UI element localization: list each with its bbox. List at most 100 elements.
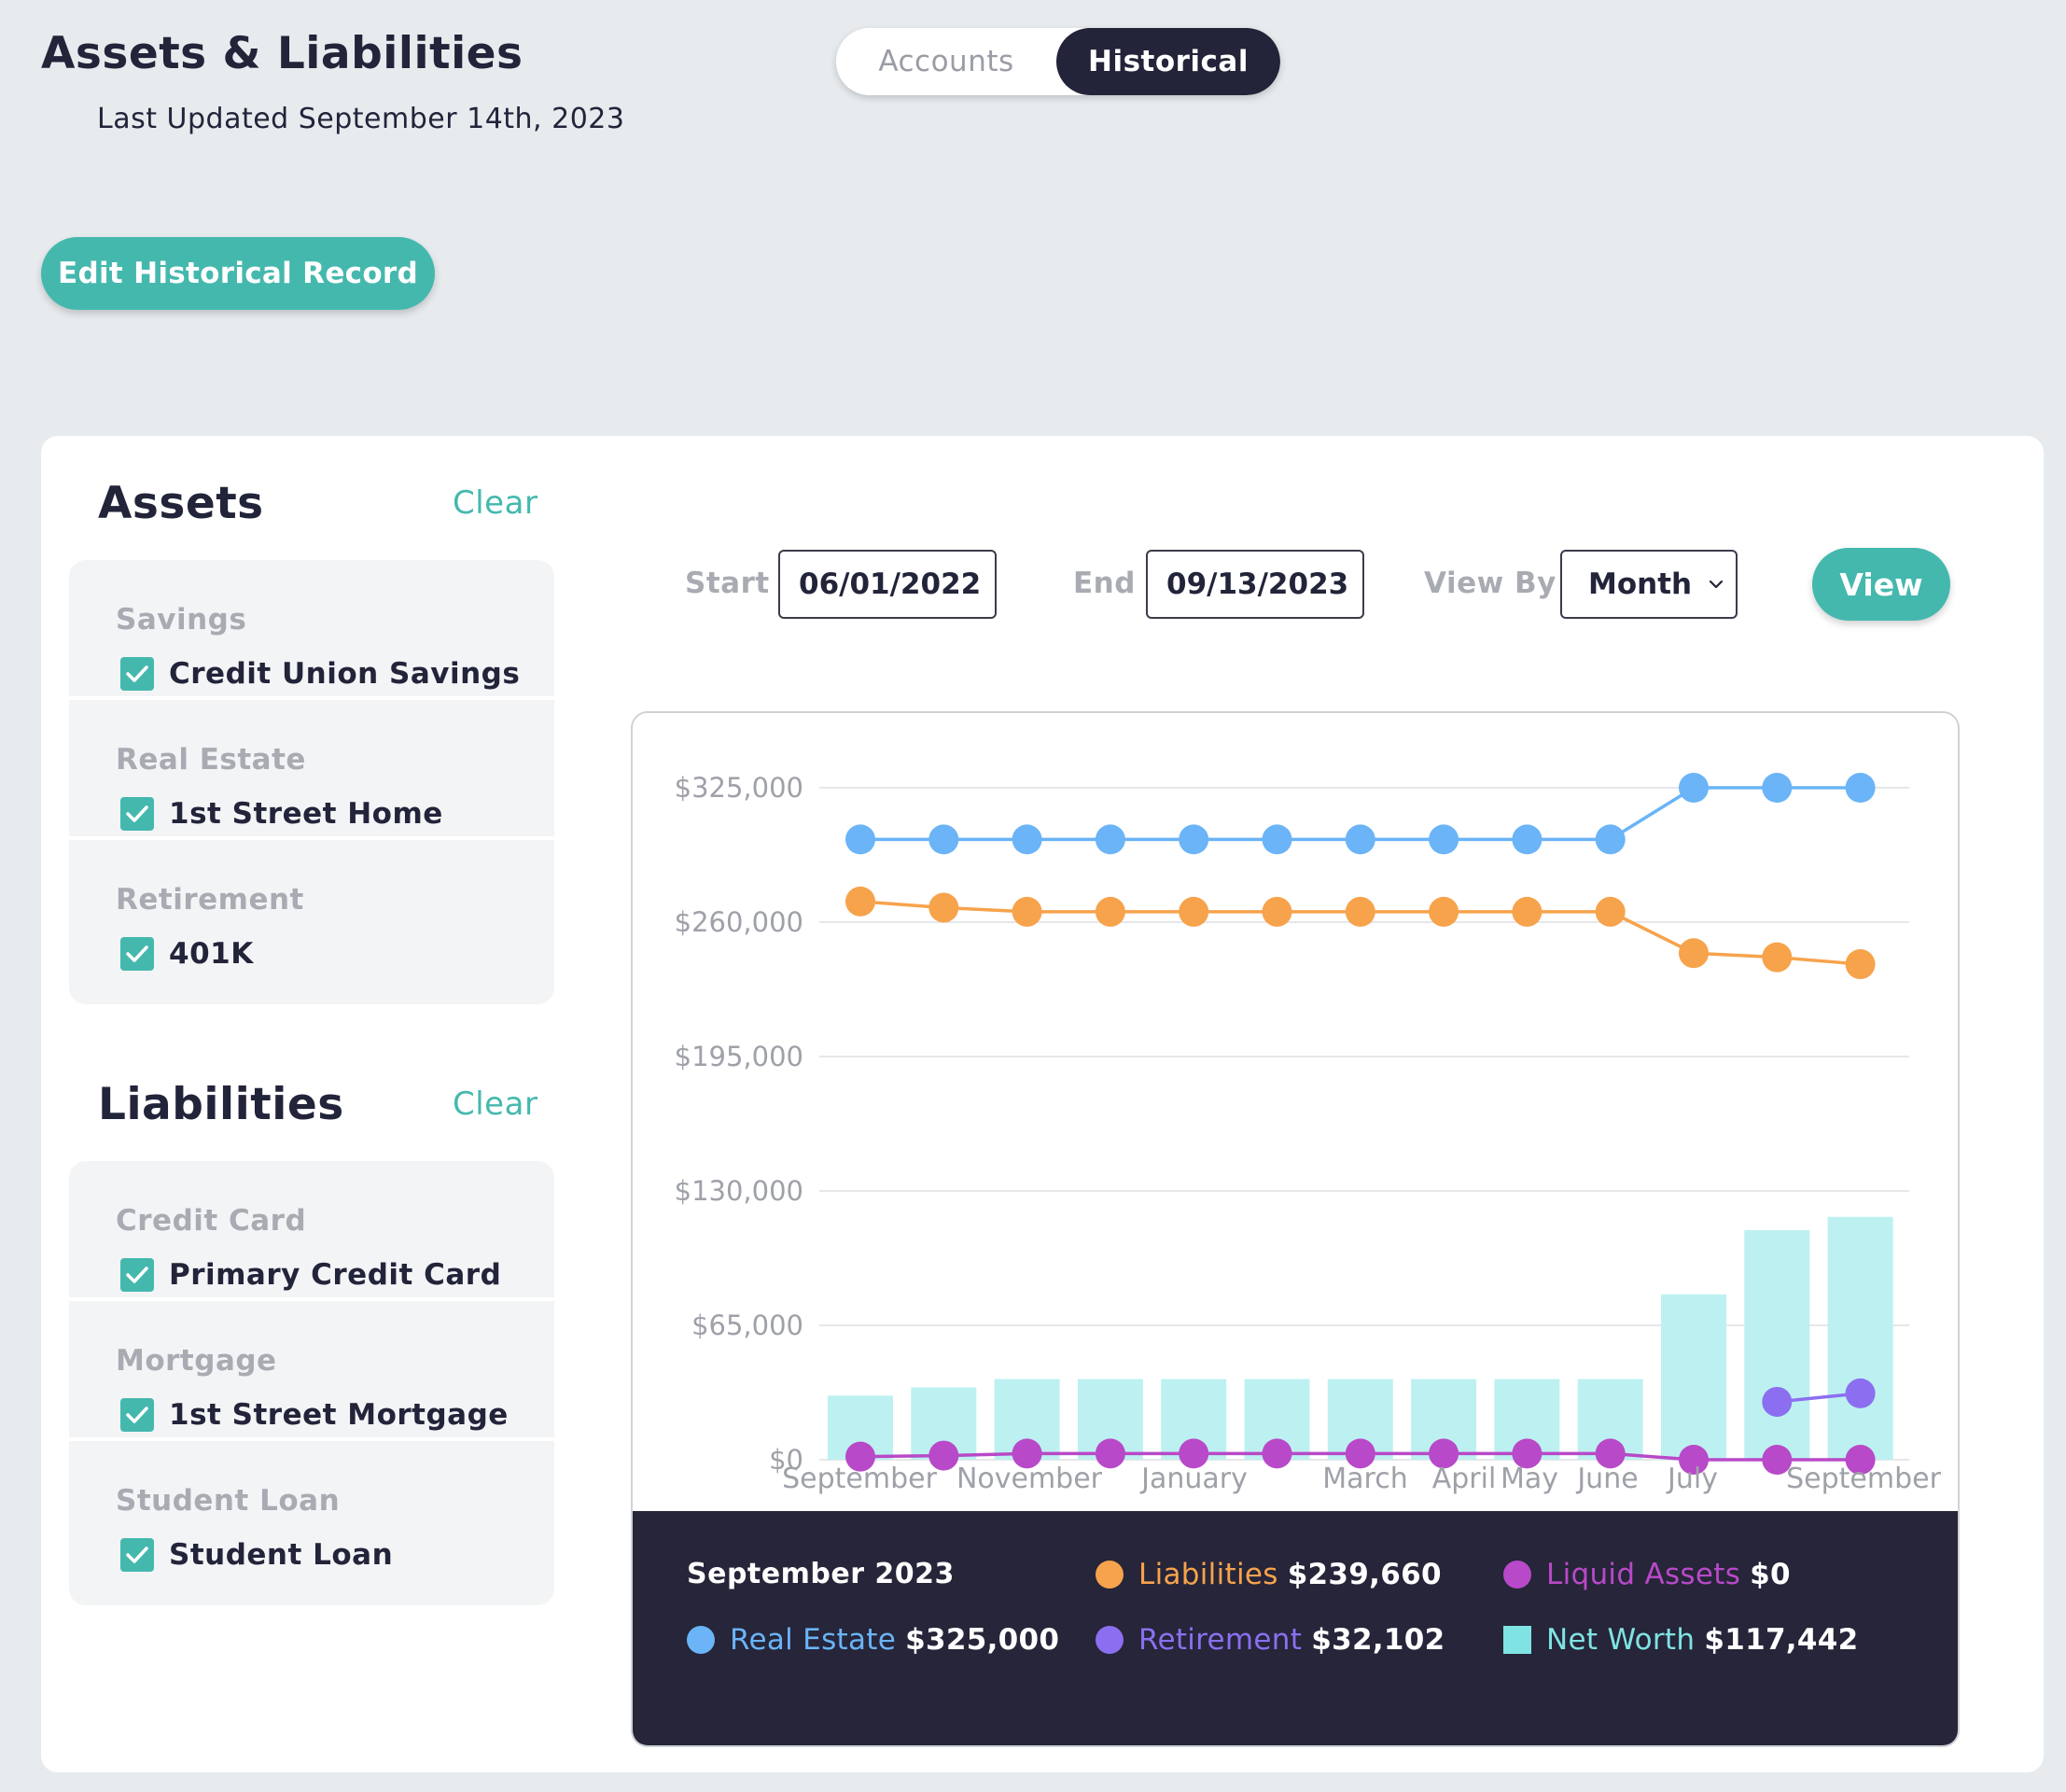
group-label: Retirement: [116, 883, 304, 917]
real-estate-point: [1762, 773, 1793, 803]
view-by-select[interactable]: Month: [1560, 550, 1738, 619]
view-button[interactable]: View: [1812, 548, 1950, 621]
liquid-assets-point: [1429, 1438, 1459, 1469]
retirement-dot-icon: [1096, 1626, 1124, 1654]
legend-value: $325,000: [905, 1623, 1060, 1657]
liquid-assets-point: [845, 1441, 875, 1472]
real-estate-point: [1595, 824, 1626, 855]
assets-title: Assets: [98, 478, 264, 529]
start-label: Start: [685, 567, 770, 600]
check-icon: [126, 1267, 148, 1283]
liabilities-point: [1512, 896, 1543, 927]
liabilities-title: Liabilities: [98, 1079, 344, 1130]
account-label: 1st Street Mortgage: [169, 1398, 509, 1432]
liability-group-credit-card: Credit Card Primary Credit Card: [69, 1161, 554, 1301]
liabilities-point: [928, 892, 959, 923]
liabilities-point: [1095, 896, 1125, 927]
1st-street-mortgage-checkbox[interactable]: [120, 1398, 154, 1432]
liabilities-point: [1762, 942, 1793, 973]
real-estate-point: [1679, 773, 1709, 803]
legend-label: Liabilities: [1138, 1558, 1278, 1591]
group-label: Student Loan: [116, 1484, 341, 1518]
chevron-down-icon: [1709, 580, 1724, 589]
legend-label: Retirement: [1138, 1623, 1303, 1657]
account-item: 1st Street Home: [120, 797, 443, 831]
view-toggle: Accounts Historical: [836, 28, 1280, 95]
primary-credit-card-checkbox[interactable]: [120, 1258, 154, 1292]
liabilities-group-box: Credit Card Primary Credit Card Mortgage…: [69, 1161, 554, 1605]
real-estate-point: [1179, 824, 1209, 855]
x-tick-label: January: [1139, 1463, 1248, 1495]
real-estate-point: [1429, 824, 1459, 855]
group-label: Real Estate: [116, 743, 306, 777]
account-item: 401K: [120, 937, 254, 971]
liquid-assets-point: [1762, 1445, 1793, 1475]
legend-value: $32,102: [1311, 1623, 1445, 1657]
assets-clear-link[interactable]: Clear: [453, 484, 538, 522]
y-tick-label: $130,000: [675, 1175, 803, 1207]
assets-group-box: Savings Credit Union Savings Real Estate…: [69, 560, 554, 1004]
account-label: Credit Union Savings: [169, 657, 521, 691]
legend-period: September 2023: [687, 1558, 955, 1590]
chart-legend-panel: September 2023 Real Estate $325,000 Liab…: [633, 1511, 1958, 1745]
net-worth-square-icon: [1503, 1626, 1531, 1654]
page-title: Assets & Liabilities: [41, 28, 523, 79]
edit-historical-record-button[interactable]: Edit Historical Record: [41, 237, 435, 310]
legend-liabilities: Liabilities $239,660: [1096, 1558, 1442, 1591]
group-label: Credit Card: [116, 1204, 307, 1238]
account-item: Student Loan: [120, 1538, 393, 1572]
legend-retirement: Retirement $32,102: [1096, 1623, 1445, 1657]
y-tick-label: $0: [769, 1444, 803, 1476]
liquid-assets-dot-icon: [1503, 1561, 1531, 1589]
legend-real-estate: Real Estate $325,000: [687, 1623, 1059, 1657]
legend-value: $117,442: [1704, 1623, 1859, 1657]
liabilities-dot-icon: [1096, 1561, 1124, 1589]
net-worth-bar: [1744, 1230, 1810, 1460]
liquid-assets-point: [1179, 1438, 1209, 1469]
liabilities-point: [1262, 896, 1292, 927]
legend-net-worth: Net Worth $117,442: [1503, 1623, 1859, 1657]
account-label: 1st Street Home: [169, 797, 443, 831]
liquid-assets-point: [1095, 1438, 1125, 1469]
real-estate-dot-icon: [687, 1626, 715, 1654]
liquid-assets-point: [1512, 1438, 1543, 1469]
end-label: End: [1073, 567, 1136, 600]
accounts-tab[interactable]: Accounts: [836, 28, 1056, 95]
liquid-assets-point: [1012, 1438, 1042, 1469]
y-tick-label: $325,000: [675, 772, 803, 804]
view-by-value: Month: [1588, 567, 1693, 601]
real-estate-point: [1012, 824, 1042, 855]
liabilities-point: [845, 886, 875, 917]
real-estate-point: [1512, 824, 1543, 855]
401k-checkbox[interactable]: [120, 937, 154, 971]
liabilities-point: [1845, 949, 1876, 980]
history-chart-svg: $325,000 $260,000 $195,000 $130,000 $65,000 $…: [675, 772, 1942, 1495]
liabilities-point: [1345, 896, 1375, 927]
start-date-input[interactable]: [778, 550, 997, 619]
historical-tab[interactable]: Historical: [1056, 28, 1280, 95]
real-estate-point: [1262, 824, 1292, 855]
liabilities-point: [1012, 896, 1042, 927]
real-estate-point: [1345, 824, 1375, 855]
x-tick-label: November: [956, 1463, 1103, 1495]
1st-street-home-checkbox[interactable]: [120, 797, 154, 831]
liquid-assets-point: [1845, 1445, 1876, 1475]
check-icon: [126, 1407, 148, 1423]
retirement-point: [1762, 1386, 1793, 1417]
real-estate-point: [1095, 824, 1125, 855]
credit-union-savings-checkbox[interactable]: [120, 657, 154, 691]
student-loan-checkbox[interactable]: [120, 1538, 154, 1572]
legend-label: Liquid Assets: [1546, 1558, 1741, 1591]
end-date-input[interactable]: [1146, 550, 1364, 619]
check-icon: [126, 945, 148, 962]
liquid-assets-point: [1679, 1445, 1709, 1475]
account-item: 1st Street Mortgage: [120, 1398, 509, 1432]
main-card: Assets Clear Savings Credit Union Saving…: [41, 436, 2044, 1772]
liabilities-clear-link[interactable]: Clear: [453, 1085, 538, 1123]
real-estate-point: [1845, 773, 1876, 803]
net-worth-bar: [1661, 1294, 1726, 1460]
legend-liquid-assets: Liquid Assets $0: [1503, 1558, 1791, 1591]
account-label: Student Loan: [169, 1538, 394, 1572]
liabilities-point: [1429, 896, 1459, 927]
x-tick-label: March: [1322, 1463, 1407, 1495]
